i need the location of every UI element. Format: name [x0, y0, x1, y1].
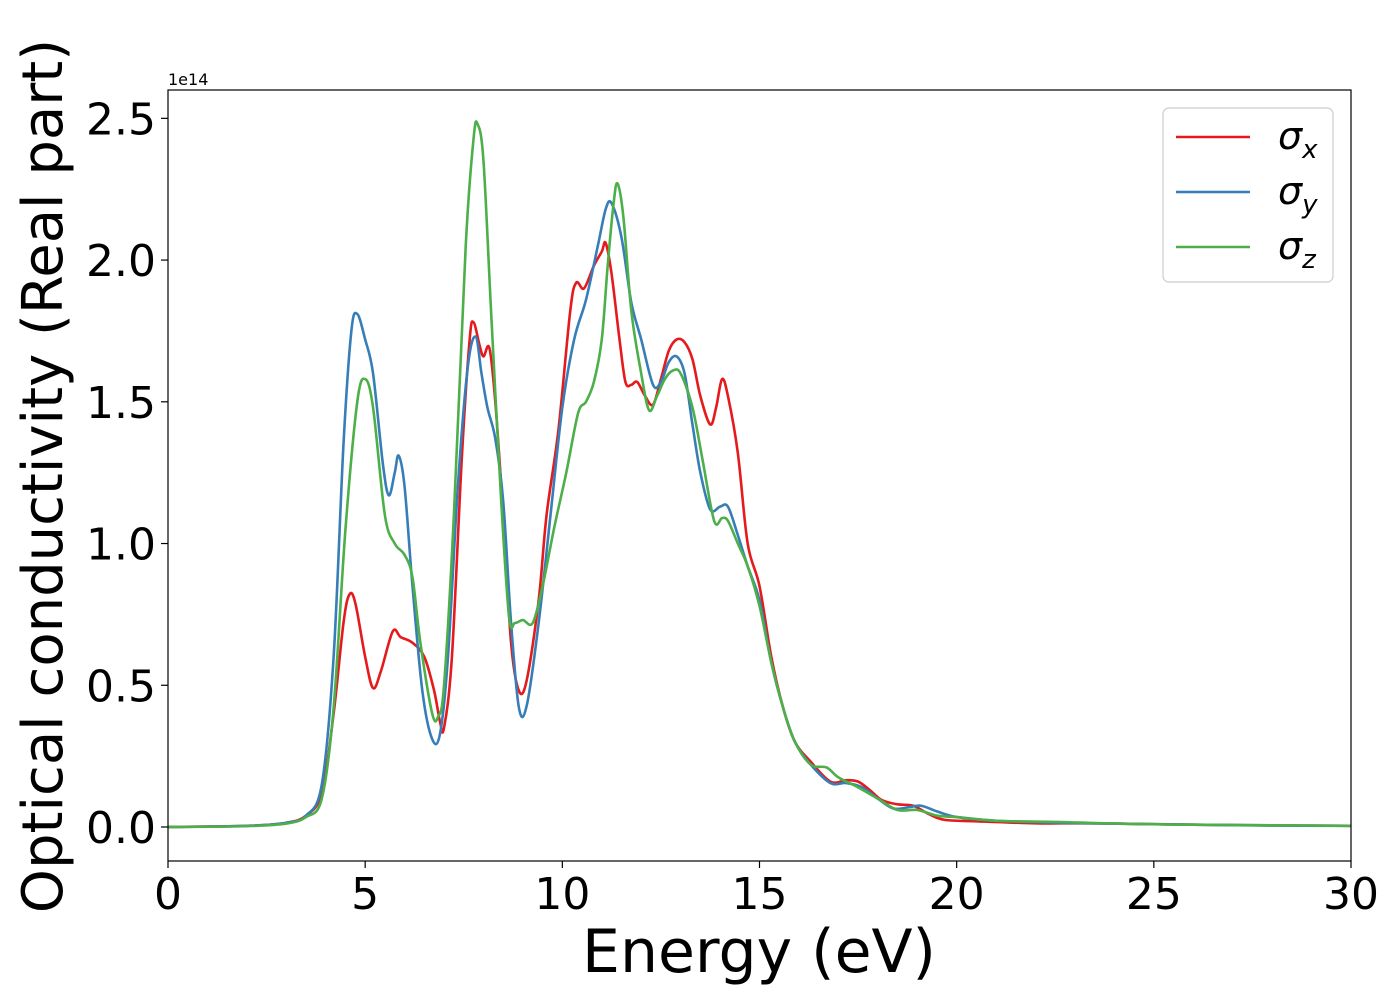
y-tick-label: 0.0	[86, 803, 156, 854]
x-tick-label: 15	[732, 869, 788, 920]
x-tick-label: 0	[154, 869, 182, 920]
x-axis-label: Energy (eV)	[582, 917, 936, 987]
series-line-x	[167, 240, 1352, 829]
x-tick-label: 10	[534, 869, 590, 920]
y-tick-label: 0.5	[86, 661, 156, 712]
y-axis-ticks: 0.0 0.5 1.0 1.5 2.0 2.5	[86, 94, 168, 854]
x-tick-label: 20	[929, 869, 985, 920]
y-tick-label: 2.5	[86, 94, 156, 145]
legend-label-x: σx	[1278, 114, 1318, 165]
y-axis-label: Optical conductivity (Real part)	[11, 39, 76, 913]
series-layer	[167, 120, 1352, 829]
y-tick-label: 1.5	[86, 378, 156, 429]
y-tick-label: 2.0	[86, 236, 156, 287]
legend-box	[1162, 107, 1334, 283]
x-tick-label: 25	[1126, 869, 1182, 920]
y-tick-label: 1.0	[86, 520, 156, 571]
y-offset-label: 1e14	[168, 70, 208, 89]
x-tick-label: 30	[1323, 869, 1379, 920]
series-line-z	[167, 120, 1352, 829]
legend-label-y: σy	[1278, 169, 1318, 220]
x-tick-label: 5	[351, 869, 379, 920]
x-axis-ticks: 0 5 10 15 20 25 30	[154, 861, 1379, 920]
legend-label-z: σz	[1278, 224, 1317, 275]
